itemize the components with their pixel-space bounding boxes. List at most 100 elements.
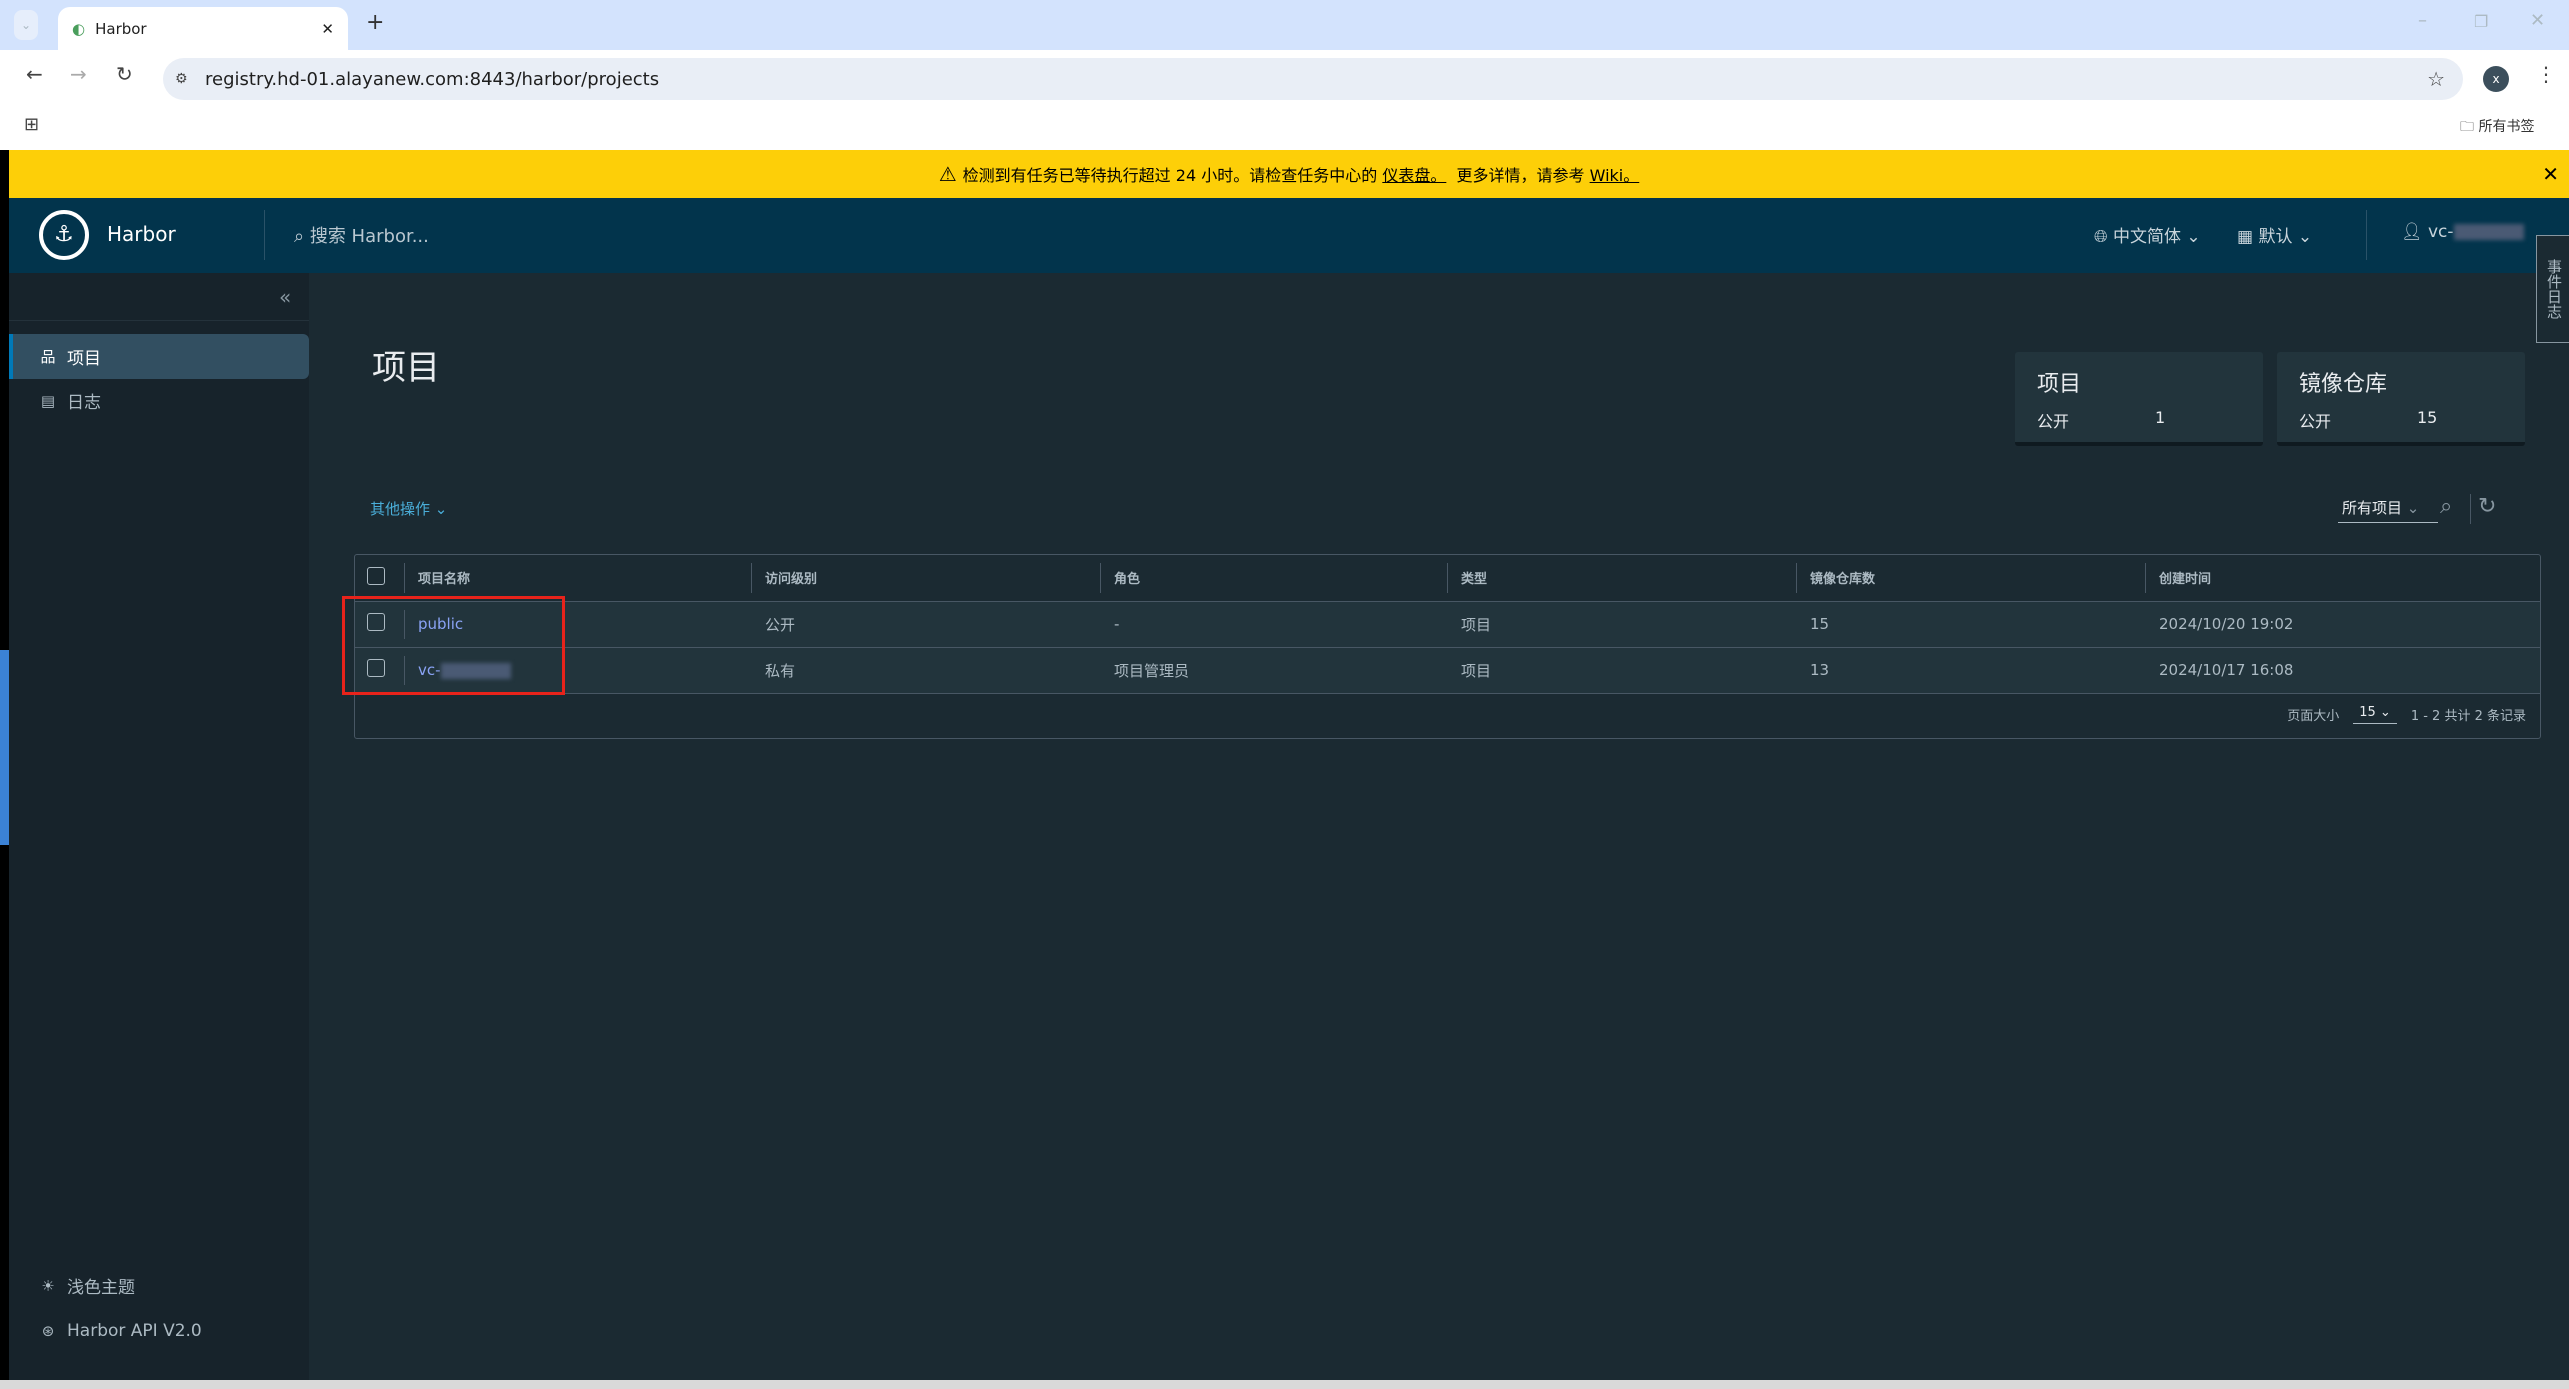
reload-icon[interactable]: ↻: [116, 62, 133, 86]
redacted-username: [2453, 224, 2524, 240]
close-tab-icon[interactable]: ✕: [321, 19, 334, 38]
row-checkbox[interactable]: [367, 613, 385, 631]
type: 项目: [1447, 647, 1796, 694]
app-header: ⚓ Harbor ⌕ 搜索 Harbor... 🌐︎ 中文简体 ⌄ ▦ 默认 ⌄…: [9, 198, 2569, 273]
project-link[interactable]: public: [418, 615, 464, 633]
table-header-row: 项目名称 访问级别 角色 类型 镜像仓库数 创建时间: [355, 555, 2540, 602]
browser-tab[interactable]: ◐ Harbor ✕: [58, 7, 348, 50]
column-header-name[interactable]: 项目名称: [404, 555, 751, 602]
search-icon[interactable]: ⌕: [2440, 494, 2453, 519]
tab-search-button[interactable]: ⌄: [14, 10, 38, 40]
dashboard-link[interactable]: 仪表盘。: [1382, 166, 1447, 185]
table-row: public 公开 - 项目 15 2024/10/20 19:02: [355, 601, 2540, 648]
redacted-project-name: [440, 662, 511, 679]
app-name[interactable]: Harbor: [107, 222, 176, 246]
new-tab-icon[interactable]: +: [366, 10, 385, 35]
projects-icon: 品: [40, 348, 56, 366]
search-input[interactable]: 搜索 Harbor...: [309, 226, 429, 247]
other-actions-dropdown[interactable]: 其他操作 ⌄: [370, 498, 447, 519]
light-theme-toggle[interactable]: ☀ 浅色主题: [9, 1263, 309, 1308]
column-header-type[interactable]: 类型: [1447, 555, 1796, 602]
project-link[interactable]: vc-: [418, 661, 441, 679]
log-icon: ▤: [40, 391, 56, 410]
creation-time: 2024/10/20 19:02: [2145, 601, 2540, 648]
url-text: registry.hd-01.alayanew.com:8443/harbor/…: [205, 68, 660, 90]
card-title: 镜像仓库: [2299, 372, 2388, 397]
type: 项目: [1447, 601, 1796, 648]
card-label: 公开: [2299, 412, 2332, 431]
access-level: 私有: [751, 647, 1100, 694]
column-header-access[interactable]: 访问级别: [751, 555, 1100, 602]
sidebar-item-label: 项目: [67, 349, 101, 369]
chevron-down-icon: ⌄: [434, 500, 448, 518]
language-dropdown[interactable]: 🌐︎ 中文简体 ⌄: [2094, 222, 2201, 247]
sun-icon: ☀: [41, 1276, 55, 1295]
wiki-link[interactable]: Wiki。: [1589, 166, 1640, 185]
globe-icon: 🌐︎: [2094, 227, 2108, 247]
card-value: 1: [2155, 408, 2166, 427]
pagination-summary: 1 - 2 共计 2 条记录: [2410, 709, 2526, 724]
global-search[interactable]: ⌕ 搜索 Harbor...: [294, 222, 429, 248]
event-log-tab[interactable]: 事件日志: [2536, 235, 2569, 343]
banner-more-text: 更多详情，请参考: [1456, 166, 1585, 185]
access-level: 公开: [751, 601, 1100, 648]
theme-label: 浅色主题: [67, 1278, 135, 1298]
all-bookmarks-label: 所有书签: [2478, 119, 2535, 135]
all-bookmarks[interactable]: 🗀 所有书签: [2460, 116, 2534, 140]
row-checkbox[interactable]: [367, 659, 385, 677]
close-window-icon[interactable]: ✕: [2530, 10, 2546, 31]
harbor-api-link[interactable]: ⊛ Harbor API V2.0: [9, 1308, 309, 1353]
sidebar-item-logs[interactable]: ▤ 日志: [9, 378, 309, 423]
profile-avatar[interactable]: x: [2483, 66, 2509, 92]
user-menu[interactable]: 👤︎ vc-: [2401, 222, 2524, 242]
card-title: 项目: [2037, 372, 2082, 397]
chevron-down-icon: ⌄: [2297, 227, 2313, 247]
browser-tab-strip: ⌄ ◐ Harbor ✕ + – ❐ ✕: [0, 0, 2569, 50]
column-header-created[interactable]: 创建时间: [2145, 555, 2540, 602]
site-info-icon[interactable]: ⚙: [175, 71, 188, 87]
select-all-checkbox[interactable]: [367, 566, 385, 585]
page-size-select[interactable]: 15 ⌄: [2353, 705, 2397, 724]
calendar-icon: ▦: [2237, 227, 2254, 247]
column-header-repo-count[interactable]: 镜像仓库数: [1796, 555, 2145, 602]
close-banner-icon[interactable]: ✕: [2542, 162, 2559, 186]
chevron-down-icon: ⌄: [2379, 705, 2391, 720]
project-filter-select[interactable]: 所有项目 ⌄: [2338, 497, 2438, 523]
back-icon[interactable]: ←: [26, 62, 43, 86]
repo-count: 13: [1796, 647, 2145, 694]
role: -: [1100, 601, 1447, 648]
forward-icon[interactable]: →: [70, 62, 87, 86]
chevron-down-icon: ⌄: [2186, 227, 2201, 247]
browser-menu-icon[interactable]: ⋮: [2536, 62, 2556, 86]
api-label: Harbor API V2.0: [67, 1320, 202, 1341]
page-size-value: 15: [2359, 705, 2376, 720]
repo-count: 15: [1796, 601, 2145, 648]
sidebar: «: [9, 273, 309, 1380]
projects-stat-card: 项目 公开 1: [2015, 352, 2263, 446]
page-size-label: 页面大小: [2287, 709, 2340, 724]
window-edge: [0, 150, 9, 1380]
apps-grid-icon[interactable]: ⊞: [24, 114, 40, 135]
restore-icon[interactable]: ❐: [2474, 12, 2489, 31]
projects-table: 项目名称 访问级别 角色 类型 镜像仓库数 创建时间 public 公开 - 项…: [354, 554, 2541, 739]
bookmark-star-icon[interactable]: ☆: [2427, 67, 2445, 91]
address-bar[interactable]: ⚙ registry.hd-01.alayanew.com:8443/harbo…: [163, 58, 2463, 100]
username: vc-: [2428, 222, 2454, 242]
datetime-format-dropdown[interactable]: ▦ 默认 ⌄: [2237, 222, 2312, 247]
search-icon: ⌕: [294, 226, 305, 247]
role: 项目管理员: [1100, 647, 1447, 694]
harbor-favicon: ◐: [72, 19, 86, 38]
refresh-icon[interactable]: ↻: [2478, 494, 2497, 519]
tab-title: Harbor: [95, 19, 147, 38]
column-header-role[interactable]: 角色: [1100, 555, 1447, 602]
harbor-logo[interactable]: ⚓: [39, 210, 89, 260]
collapse-sidebar-icon[interactable]: «: [279, 285, 292, 309]
table-row: vc- 私有 项目管理员 项目 13 2024/10/17 16:08: [355, 647, 2540, 694]
sidebar-item-projects[interactable]: 品项目: [9, 334, 309, 379]
highlight-box: [342, 596, 565, 695]
minimize-icon[interactable]: –: [2418, 10, 2427, 31]
datetime-label: 默认: [2258, 227, 2293, 247]
repositories-stat-card: 镜像仓库 公开 15: [2277, 352, 2525, 446]
pagination: 页面大小 15 ⌄ 1 - 2 共计 2 条记录: [2287, 705, 2526, 724]
warning-icon: ⚠: [938, 162, 957, 186]
